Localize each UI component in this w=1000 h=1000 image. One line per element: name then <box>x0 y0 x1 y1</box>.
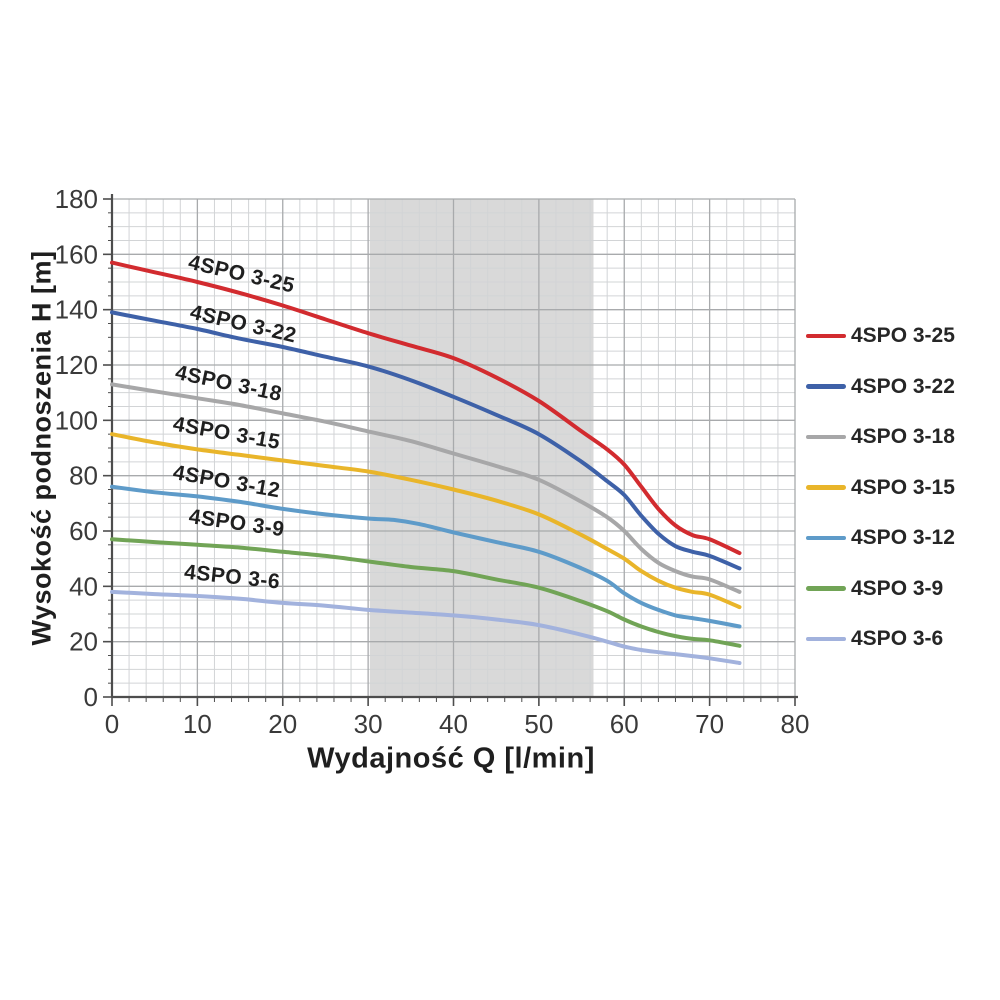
legend-item-4spo-3-12: 4SPO 3-12 <box>806 526 955 549</box>
legend-swatch-icon <box>806 586 846 591</box>
curve-4spo-3-18 <box>110 382 742 594</box>
y-tick-label: 40 <box>69 571 98 601</box>
legend-swatch-icon <box>806 485 846 490</box>
legend-label: 4SPO 3-15 <box>851 475 955 499</box>
curve-4spo-3-15 <box>110 432 742 610</box>
y-tick-label: 80 <box>69 461 98 491</box>
legend-label: 4SPO 3-22 <box>851 374 955 398</box>
legend-label: 4SPO 3-12 <box>851 526 955 549</box>
curve-4spo-3-25 <box>110 260 742 556</box>
legend-label: 4SPO 3-25 <box>851 324 955 347</box>
y-tick-label: 20 <box>69 627 98 657</box>
legend-item-4spo-3-9: 4SPO 3-9 <box>806 576 955 600</box>
legend-swatch-icon <box>806 535 846 541</box>
y-tick-label: 140 <box>55 295 98 325</box>
x-tick-label: 20 <box>268 709 297 739</box>
x-tick-label: 70 <box>695 709 724 739</box>
x-tick-label: 50 <box>524 709 553 739</box>
x-tick-label: 10 <box>183 709 212 739</box>
x-axis-title: Wydajność Q [l/min] <box>307 742 595 775</box>
legend-item-4spo-3-6: 4SPO 3-6 <box>806 627 955 650</box>
x-tick-label: 40 <box>439 709 468 739</box>
y-tick-label: 60 <box>69 516 98 546</box>
legend-item-4spo-3-22: 4SPO 3-22 <box>806 374 955 398</box>
x-tick-label: 80 <box>781 709 810 739</box>
x-tick-label: 0 <box>105 709 119 739</box>
curve-label-4spo-3-18: 4SPO 3-18 <box>173 361 284 406</box>
legend-swatch-icon <box>806 434 846 440</box>
y-tick-label: 120 <box>55 350 98 380</box>
curve-label-4spo-3-9: 4SPO 3-9 <box>187 505 285 541</box>
legend-swatch-icon <box>806 636 846 642</box>
legend-label: 4SPO 3-9 <box>851 576 944 600</box>
curve-4spo-3-22 <box>110 310 742 571</box>
legend-swatch-icon <box>806 384 846 389</box>
x-tick-label: 30 <box>354 709 383 739</box>
legend-item-4spo-3-15: 4SPO 3-15 <box>806 475 955 499</box>
y-tick-label: 100 <box>55 405 98 435</box>
legend-swatch-icon <box>806 333 846 339</box>
curve-label-4spo-3-25: 4SPO 3-25 <box>186 251 297 298</box>
y-tick-label: 160 <box>55 239 98 269</box>
legend-item-4spo-3-18: 4SPO 3-18 <box>806 425 955 448</box>
legend-label: 4SPO 3-18 <box>851 425 955 448</box>
y-tick-label: 0 <box>84 682 98 712</box>
y-axis-title: Wysokość podnoszenia H [m] <box>26 250 57 646</box>
curve-4spo-3-9 <box>110 537 742 648</box>
legend: 4SPO 3-25 4SPO 3-22 4SPO 3-18 4SPO 3-15 … <box>806 324 955 679</box>
legend-item-4spo-3-25: 4SPO 3-25 <box>806 324 955 347</box>
legend-label: 4SPO 3-6 <box>851 627 944 650</box>
curve-4spo-3-12 <box>110 484 742 629</box>
x-tick-label: 60 <box>610 709 639 739</box>
y-tick-label: 180 <box>55 184 98 214</box>
curve-4spo-3-6 <box>110 589 742 665</box>
